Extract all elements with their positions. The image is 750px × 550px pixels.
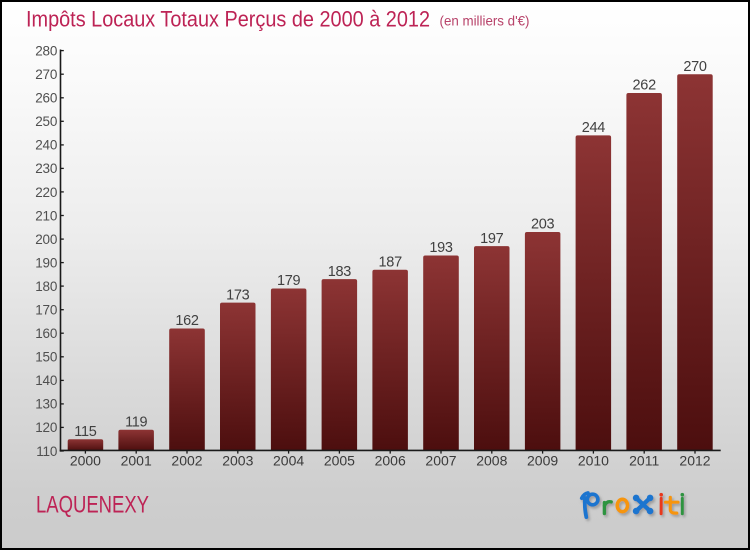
- svg-text:162: 162: [175, 313, 199, 329]
- svg-text:280: 280: [35, 43, 57, 58]
- svg-text:2007: 2007: [425, 452, 456, 468]
- svg-text:2010: 2010: [578, 452, 609, 468]
- svg-text:2011: 2011: [629, 452, 659, 468]
- svg-text:LAQUENEXY: LAQUENEXY: [36, 492, 149, 519]
- svg-text:150: 150: [35, 350, 57, 365]
- svg-text:250: 250: [35, 114, 57, 129]
- svg-text:230: 230: [35, 161, 57, 176]
- svg-text:2000: 2000: [70, 452, 101, 468]
- svg-text:2005: 2005: [324, 452, 355, 468]
- svg-text:183: 183: [328, 264, 352, 280]
- svg-text:190: 190: [35, 255, 57, 270]
- svg-text:262: 262: [633, 78, 657, 94]
- svg-text:200: 200: [35, 232, 57, 247]
- svg-text:2004: 2004: [273, 452, 304, 468]
- svg-text:2006: 2006: [375, 452, 406, 468]
- svg-text:173: 173: [226, 287, 250, 303]
- svg-text:119: 119: [125, 415, 147, 431]
- svg-text:115: 115: [74, 424, 96, 440]
- svg-text:193: 193: [429, 240, 453, 256]
- svg-text:2008: 2008: [476, 452, 507, 468]
- svg-text:170: 170: [35, 303, 57, 318]
- svg-text:203: 203: [531, 217, 555, 233]
- svg-text:160: 160: [35, 326, 57, 341]
- svg-text:270: 270: [35, 67, 57, 82]
- svg-text:240: 240: [35, 138, 57, 153]
- svg-text:140: 140: [35, 373, 57, 388]
- svg-text:220: 220: [35, 185, 57, 200]
- svg-text:270: 270: [683, 59, 707, 75]
- svg-text:(en milliers d'€): (en milliers d'€): [440, 13, 530, 29]
- svg-text:197: 197: [480, 231, 504, 247]
- svg-text:120: 120: [35, 420, 57, 435]
- svg-text:130: 130: [35, 397, 57, 412]
- svg-text:180: 180: [35, 279, 57, 294]
- svg-text:2002: 2002: [171, 452, 202, 468]
- svg-text:260: 260: [35, 91, 57, 106]
- svg-text:244: 244: [582, 120, 606, 136]
- svg-text:110: 110: [36, 444, 57, 459]
- svg-text:2009: 2009: [527, 452, 558, 468]
- svg-text:179: 179: [277, 273, 301, 289]
- svg-text:187: 187: [379, 254, 403, 270]
- svg-text:2003: 2003: [222, 452, 253, 468]
- svg-text:Impôts Locaux Totaux Perçus de: Impôts Locaux Totaux Perçus de 2000 à 20…: [26, 7, 430, 32]
- svg-text:2012: 2012: [679, 452, 710, 468]
- svg-text:210: 210: [35, 208, 57, 223]
- svg-text:2001: 2001: [121, 452, 152, 468]
